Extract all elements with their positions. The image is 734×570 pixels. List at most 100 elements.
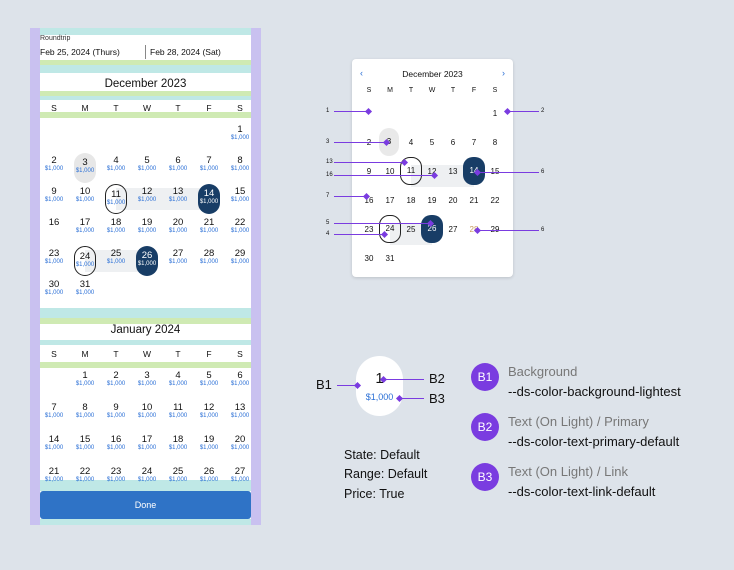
day-cell[interactable]: 26 $1,000: [136, 246, 158, 276]
day-cell[interactable]: 31: [385, 254, 395, 263]
day-cell[interactable]: 20 $1,000: [225, 434, 255, 452]
day-cell[interactable]: 31 $1,000: [70, 279, 100, 297]
day-cell[interactable]: 4 $1,000: [101, 155, 131, 173]
day-cell[interactable]: 14 $1,000: [198, 184, 220, 214]
day-cell[interactable]: 15 $1,000: [70, 434, 100, 452]
day-cell[interactable]: 10 $1,000: [70, 186, 100, 204]
day-cell[interactable]: 5 $1,000: [132, 155, 162, 173]
day-cell[interactable]: 10 $1,000: [132, 402, 162, 420]
day-cell[interactable]: 27: [448, 225, 458, 234]
day-cell[interactable]: 2 $1,000: [39, 155, 69, 173]
chevron-left-icon[interactable]: ‹: [360, 68, 363, 78]
day-cell[interactable]: 7 $1,000: [39, 402, 69, 420]
day-cell[interactable]: 16: [39, 217, 69, 228]
depart-date-field[interactable]: Feb 25, 2024 (Thurs): [40, 47, 120, 57]
calendar-phone-mock: Roundtrip Feb 25, 2024 (Thurs) Feb 28, 2…: [30, 28, 261, 525]
day-cell[interactable]: 17: [385, 196, 395, 205]
day-cell[interactable]: 6 $1,000: [163, 155, 193, 173]
day-cell[interactable]: 10: [385, 167, 395, 176]
day-cell[interactable]: 4 $1,000: [163, 370, 193, 388]
day-price: $1,000: [199, 381, 219, 387]
day-number: 27: [234, 466, 246, 477]
day-cell[interactable]: 22: [490, 196, 500, 205]
day-cell[interactable]: 19: [427, 196, 437, 205]
day-cell[interactable]: 13 $1,000: [225, 402, 255, 420]
day-cell[interactable]: 3 $1,000: [132, 370, 162, 388]
day-cell[interactable]: 13: [448, 167, 458, 176]
day-cell[interactable]: 23 $1,000: [101, 466, 131, 484]
day-cell[interactable]: 5 $1,000: [194, 370, 224, 388]
day-cell[interactable]: 14 $1,000: [39, 434, 69, 452]
day-cell[interactable]: 26: [421, 215, 443, 243]
day-cell[interactable]: 6: [450, 138, 456, 147]
day-cell[interactable]: 22 $1,000: [225, 217, 255, 235]
day-cell[interactable]: 16 $1,000: [101, 434, 131, 452]
day-cell[interactable]: 1 $1,000: [225, 124, 255, 142]
day-price: $1,000: [137, 445, 157, 451]
day-cell[interactable]: 16: [364, 196, 374, 205]
day-cell[interactable]: 25: [406, 225, 416, 234]
day-cell[interactable]: 13 $1,000: [163, 186, 193, 204]
day-cell[interactable]: 26 $1,000: [194, 466, 224, 484]
day-cell[interactable]: 24: [379, 215, 401, 243]
day-cell[interactable]: 11: [400, 157, 422, 185]
day-cell[interactable]: 21 $1,000: [39, 466, 69, 484]
day-cell[interactable]: 28 $1,000: [194, 248, 224, 266]
day-cell[interactable]: 20 $1,000: [163, 217, 193, 235]
day-cell[interactable]: 12 $1,000: [194, 402, 224, 420]
day-cell[interactable]: 29 $1,000: [225, 248, 255, 266]
day-cell[interactable]: 8: [492, 138, 498, 147]
day-cell[interactable]: 18: [406, 196, 416, 205]
day-cell[interactable]: 11 $1,000: [105, 184, 127, 214]
day-cell[interactable]: 19 $1,000: [194, 434, 224, 452]
day-cell[interactable]: 9: [366, 167, 372, 176]
chevron-right-icon[interactable]: ›: [502, 68, 505, 78]
day-cell[interactable]: 24 $1,000: [74, 246, 96, 276]
day-cell[interactable]: 21 $1,000: [194, 217, 224, 235]
day-cell[interactable]: 21: [469, 196, 479, 205]
day-cell[interactable]: 15: [488, 167, 502, 176]
day-cell[interactable]: 18 $1,000: [101, 217, 131, 235]
day-cell[interactable]: 19 $1,000: [132, 217, 162, 235]
day-cell[interactable]: 29: [488, 225, 502, 234]
b3-leader: [400, 398, 424, 399]
day-cell[interactable]: 23: [364, 225, 374, 234]
day-cell[interactable]: 11 $1,000: [163, 402, 193, 420]
day-cell[interactable]: 9 $1,000: [39, 186, 69, 204]
day-cell[interactable]: 7 $1,000: [194, 155, 224, 173]
day-cell[interactable]: 25 $1,000: [101, 248, 131, 266]
return-date-field[interactable]: Feb 28, 2024 (Sat): [150, 47, 221, 57]
day-cell[interactable]: 12 $1,000: [132, 186, 162, 204]
day-cell[interactable]: 4: [408, 138, 414, 147]
day-cell[interactable]: 1 $1,000: [70, 370, 100, 388]
day-cell[interactable]: 15 $1,000: [225, 186, 255, 204]
day-cell[interactable]: 30: [364, 254, 374, 263]
day-number: 4: [113, 155, 119, 166]
day-cell[interactable]: 5: [429, 138, 435, 147]
day-number: 28: [203, 248, 215, 259]
spacing-guide: [30, 96, 261, 100]
day-cell[interactable]: 24 $1,000: [132, 466, 162, 484]
day-cell[interactable]: 8 $1,000: [70, 402, 100, 420]
day-cell[interactable]: 17 $1,000: [132, 434, 162, 452]
day-cell[interactable]: 1: [492, 109, 498, 118]
range-label: Range: Default: [344, 467, 428, 481]
day-cell[interactable]: 27 $1,000: [163, 248, 193, 266]
day-cell[interactable]: 7: [471, 138, 477, 147]
day-cell[interactable]: 30 $1,000: [39, 279, 69, 297]
day-cell[interactable]: 27 $1,000: [225, 466, 255, 484]
day-cell[interactable]: 25 $1,000: [163, 466, 193, 484]
day-cell[interactable]: 9 $1,000: [101, 402, 131, 420]
day-cell[interactable]: 6 $1,000: [225, 370, 255, 388]
day-cell[interactable]: 2 $1,000: [101, 370, 131, 388]
day-cell[interactable]: 20: [448, 196, 458, 205]
day-cell[interactable]: 17 $1,000: [70, 217, 100, 235]
day-cell[interactable]: 12: [427, 167, 437, 176]
day-cell[interactable]: 8 $1,000: [225, 155, 255, 173]
day-cell[interactable]: 22 $1,000: [70, 466, 100, 484]
weekday-label: T: [175, 349, 181, 359]
day-cell[interactable]: 3 $1,000: [74, 153, 96, 183]
day-cell[interactable]: 18 $1,000: [163, 434, 193, 452]
day-cell[interactable]: 23 $1,000: [39, 248, 69, 266]
done-button[interactable]: Done: [40, 491, 251, 519]
